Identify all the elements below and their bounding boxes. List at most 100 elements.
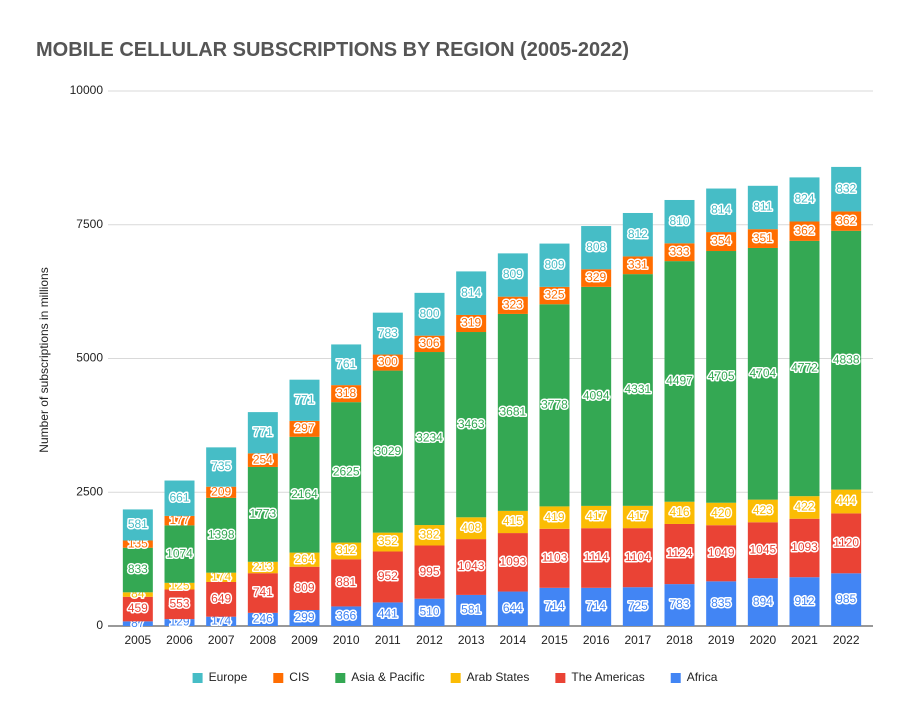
data-label: 444 <box>836 494 856 508</box>
bar-segment <box>581 528 612 588</box>
bar-segment <box>831 166 862 212</box>
bar-segment <box>706 581 737 626</box>
bar-segment <box>581 587 612 626</box>
data-label: 809 <box>503 267 523 281</box>
bar-segment <box>706 251 737 503</box>
data-label: 3778 <box>541 397 568 411</box>
y-tick-label: 7500 <box>76 217 103 231</box>
bar-segment <box>289 379 320 421</box>
data-label: 417 <box>586 509 606 523</box>
x-tick-label: 2022 <box>833 633 860 647</box>
bar-segment <box>331 402 362 543</box>
bar-segment <box>206 581 237 617</box>
data-label: 510 <box>419 605 439 619</box>
bar-segment <box>539 506 570 529</box>
bar-segment <box>289 436 320 553</box>
bar-segment <box>539 286 570 305</box>
bar-segment <box>664 523 695 585</box>
x-tick-label: 2005 <box>124 633 151 647</box>
bar-segment <box>372 532 403 552</box>
bar-segment <box>122 596 153 622</box>
bar-segment <box>581 505 612 529</box>
bar-segment <box>622 274 653 506</box>
bar-segment <box>581 226 612 270</box>
bar-segment <box>164 515 195 526</box>
bar-segment <box>747 229 778 248</box>
data-label: 323 <box>503 297 523 311</box>
bar-segment <box>372 354 403 371</box>
data-label: 264 <box>294 552 314 566</box>
data-label: 881 <box>336 575 356 589</box>
data-label: 297 <box>294 421 314 435</box>
bar-segment <box>664 501 695 524</box>
bar-segment <box>789 240 820 497</box>
data-label: 741 <box>253 585 273 599</box>
data-label: 714 <box>586 599 606 613</box>
data-label: 254 <box>253 452 273 466</box>
bar-segment <box>664 199 695 244</box>
data-label: 246 <box>253 612 273 626</box>
bar-segment <box>664 584 695 626</box>
data-label: 912 <box>794 594 814 608</box>
legend-label: Arab States <box>467 670 530 684</box>
bar-segment <box>497 253 528 297</box>
bar-segment <box>747 185 778 230</box>
data-label: 800 <box>419 306 439 320</box>
bar-segment <box>247 412 278 454</box>
data-label: 2164 <box>291 487 318 501</box>
bar-segment <box>164 589 195 620</box>
data-label: 415 <box>503 514 523 528</box>
legend-label: Africa <box>687 670 718 684</box>
data-label: 441 <box>378 606 398 620</box>
data-label: 209 <box>211 484 231 498</box>
data-label: 809 <box>294 581 314 595</box>
data-label: 325 <box>544 288 564 302</box>
legend-label: Europe <box>209 670 248 684</box>
data-label: 809 <box>544 257 564 271</box>
data-label: 1103 <box>542 550 568 564</box>
data-label: 213 <box>253 560 273 574</box>
bar-segment <box>164 582 195 590</box>
x-tick-label: 2011 <box>375 633 401 647</box>
bar-segment <box>831 230 862 490</box>
bar-segment <box>414 545 445 599</box>
y-tick-label: 10000 <box>70 83 104 97</box>
bar-segment <box>331 542 362 560</box>
bar-segment <box>372 312 403 355</box>
data-label: 4838 <box>833 352 860 366</box>
data-label: 833 <box>128 562 148 576</box>
bar-segment <box>831 489 862 514</box>
data-label: 1398 <box>208 527 235 541</box>
legend-label: Asia & Pacific <box>351 670 424 684</box>
bar-segment <box>789 518 820 578</box>
x-tick-label: 2013 <box>458 633 485 647</box>
data-label: 553 <box>169 596 189 610</box>
data-label: 808 <box>586 240 606 254</box>
legend-label: CIS <box>289 670 309 684</box>
x-tick-label: 2016 <box>583 633 610 647</box>
data-label: 771 <box>253 425 273 439</box>
data-label: 3681 <box>499 405 526 419</box>
bar-segment <box>206 497 237 573</box>
x-tick-label: 2020 <box>749 633 776 647</box>
data-label: 423 <box>753 503 773 517</box>
bar-segment <box>581 286 612 506</box>
bar-segment <box>456 314 487 333</box>
x-tick-label: 2012 <box>416 633 443 647</box>
bar-segment <box>706 502 737 526</box>
x-tick-label: 2015 <box>541 633 568 647</box>
bar-segment <box>747 247 778 500</box>
data-label: 894 <box>753 594 773 608</box>
data-label: 4094 <box>583 389 610 403</box>
data-label: 1114 <box>584 550 609 564</box>
data-label: 952 <box>378 569 398 583</box>
data-label: 783 <box>669 597 689 611</box>
data-label: 714 <box>544 599 564 613</box>
bar-segment <box>164 480 195 516</box>
bar-segment <box>289 552 320 567</box>
y-tick-label: 0 <box>96 618 103 632</box>
chart-title: MOBILE CELLULAR SUBSCRIPTIONS BY REGION … <box>36 39 629 61</box>
data-label: 783 <box>378 326 398 340</box>
bar-segment <box>331 344 362 386</box>
bar-segment <box>622 587 653 626</box>
